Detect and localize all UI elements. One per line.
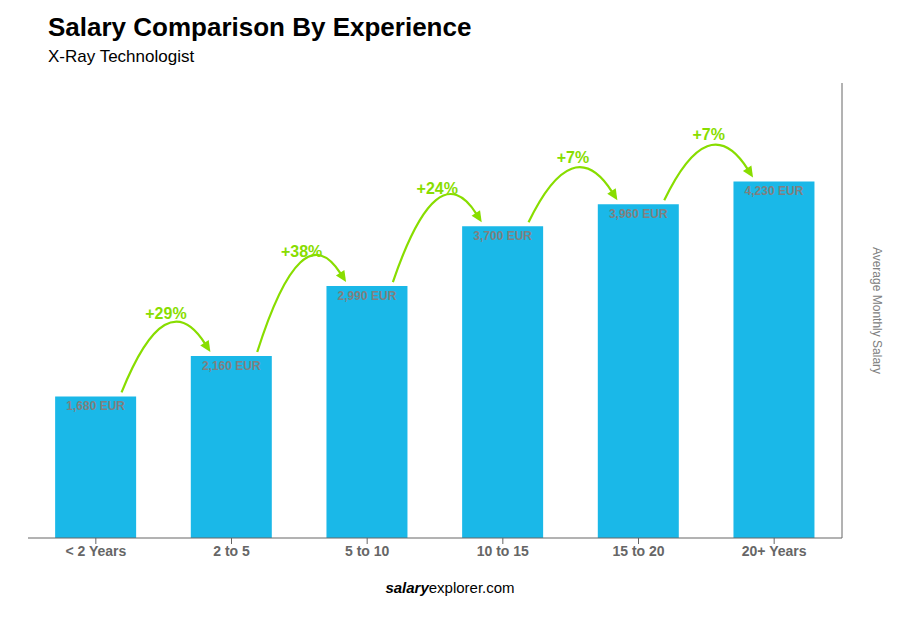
svg-text:10 to 15: 10 to 15 xyxy=(477,543,529,559)
svg-text:2 to 5: 2 to 5 xyxy=(213,543,250,559)
svg-text:3,960 EUR: 3,960 EUR xyxy=(609,207,668,221)
svg-text:4,230 EUR: 4,230 EUR xyxy=(745,184,804,198)
svg-text:+29%: +29% xyxy=(145,305,186,322)
svg-text:+7%: +7% xyxy=(557,149,589,166)
html-text:X-Ray Technologist: X-Ray Technologist xyxy=(48,47,195,66)
svg-text:2,160 EUR: 2,160 EUR xyxy=(202,359,261,373)
svg-text:< 2 Years: < 2 Years xyxy=(65,543,126,559)
svg-text:1,680 EUR: 1,680 EUR xyxy=(66,399,125,413)
svg-text:15 to 20: 15 to 20 xyxy=(612,543,664,559)
html-text:salary explorer.com: salary explorer.com xyxy=(385,579,515,596)
svg-text:5 to 10: 5 to 10 xyxy=(345,543,390,559)
svg-text:Average Monthly Salary: Average Monthly Salary xyxy=(870,247,884,374)
svg-text:+7%: +7% xyxy=(692,126,724,143)
svg-text:20+ Years: 20+ Years xyxy=(742,543,807,559)
svg-text:+38%: +38% xyxy=(281,243,322,260)
svg-text:3,700 EUR: 3,700 EUR xyxy=(473,229,532,243)
svg-text:2,990 EUR: 2,990 EUR xyxy=(338,289,397,303)
html-text:Salary Comparison By Experienc: Salary Comparison By Experience xyxy=(48,12,472,42)
svg-text:+24%: +24% xyxy=(417,180,458,197)
